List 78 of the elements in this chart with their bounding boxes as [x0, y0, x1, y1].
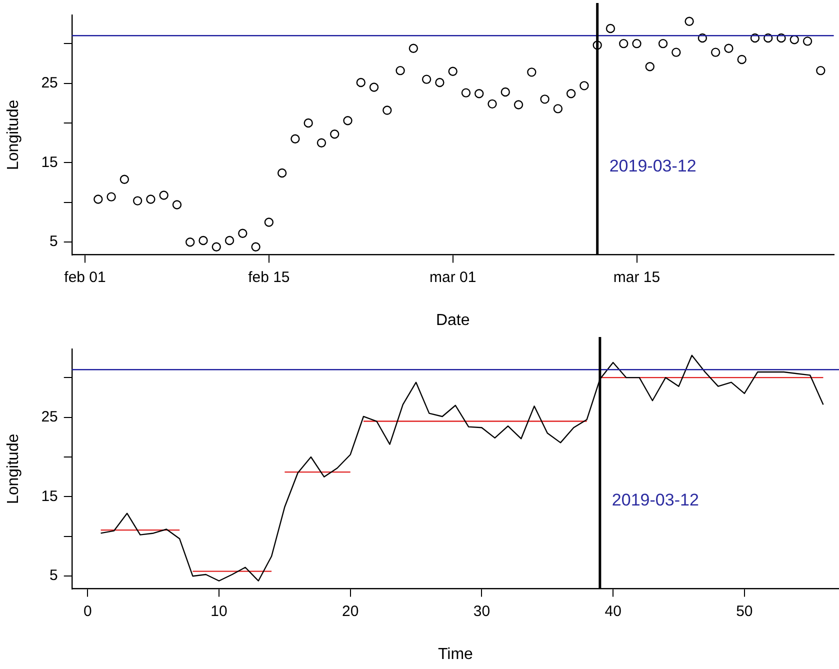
point — [658, 38, 668, 48]
point — [290, 134, 300, 144]
y-tick-label: 25 — [41, 74, 58, 92]
point — [238, 228, 248, 238]
point — [172, 200, 182, 210]
point — [698, 33, 708, 43]
point — [343, 116, 352, 126]
point — [527, 68, 536, 77]
x-tick-label: mar 01 — [430, 268, 476, 286]
point — [186, 237, 195, 247]
point — [500, 87, 510, 97]
point — [106, 192, 116, 202]
point — [277, 168, 287, 178]
x-tick-label: 0 — [83, 602, 92, 620]
point — [606, 24, 616, 34]
point — [580, 81, 589, 90]
point — [474, 89, 484, 98]
point — [382, 106, 392, 115]
point — [448, 66, 458, 76]
x-tick-label: 10 — [210, 602, 228, 620]
point — [304, 118, 313, 128]
point — [764, 33, 773, 43]
point — [198, 236, 208, 246]
point — [316, 138, 326, 148]
point — [790, 35, 799, 44]
point — [356, 78, 366, 88]
x-tick-label: mar 15 — [613, 268, 660, 286]
y-axis-title: Longitude — [5, 434, 22, 504]
point — [132, 196, 142, 206]
point — [488, 99, 497, 109]
x-tick-label: 20 — [342, 602, 359, 620]
point — [645, 62, 654, 72]
point — [369, 82, 379, 92]
point — [94, 194, 103, 204]
point — [461, 88, 471, 98]
y-tick-label: 5 — [50, 567, 58, 584]
point — [514, 100, 524, 110]
x-tick-label: feb 01 — [64, 268, 106, 286]
point — [619, 38, 628, 48]
annotation: 2019-03-12 — [612, 490, 699, 510]
point — [592, 40, 602, 50]
point — [422, 74, 432, 84]
point — [540, 94, 550, 104]
point — [632, 38, 642, 48]
point — [396, 66, 405, 76]
x-axis-title: Date — [436, 312, 470, 329]
y-tick-label: 25 — [41, 408, 58, 426]
point — [802, 36, 812, 46]
point — [724, 44, 734, 53]
point — [776, 33, 786, 43]
x-tick-label: 40 — [604, 602, 622, 620]
x-tick-label: 50 — [736, 602, 753, 620]
point — [737, 54, 746, 64]
y-tick-label: 15 — [41, 488, 58, 505]
y-tick-label: 15 — [41, 154, 58, 171]
x-axis-title: Time — [438, 646, 474, 663]
point — [224, 236, 234, 246]
point — [672, 48, 681, 57]
y-tick-label: 5 — [50, 233, 58, 250]
point — [553, 104, 563, 114]
point — [251, 242, 260, 252]
y-axis-title: Longitude — [5, 100, 22, 170]
point — [684, 16, 694, 26]
point — [159, 190, 168, 200]
point — [330, 130, 340, 139]
point — [212, 242, 221, 252]
point — [146, 194, 156, 204]
ref-line-label: 2019-03-12 — [609, 156, 696, 176]
point — [816, 66, 826, 76]
point — [435, 78, 444, 88]
point — [264, 218, 274, 227]
point — [710, 48, 720, 57]
x-tick-label: 30 — [473, 602, 490, 620]
point — [408, 44, 418, 53]
x-tick-label: feb 15 — [248, 268, 290, 286]
point — [750, 33, 760, 43]
point — [566, 89, 576, 98]
point — [120, 174, 130, 184]
